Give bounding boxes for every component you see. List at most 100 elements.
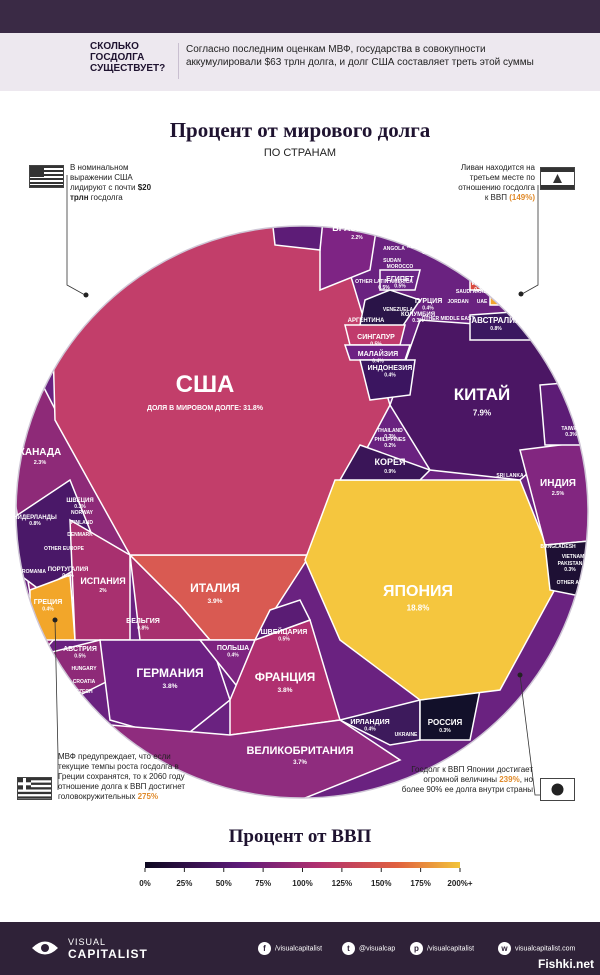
label-usa: США: [176, 371, 235, 398]
share-germany: 3.8%: [162, 683, 177, 690]
label-singapore: СИНГАПУР: [357, 334, 395, 341]
header-question: СКОЛЬКО ГОСДОЛГА СУЩЕСТВУЕТ?: [90, 41, 166, 74]
lebanon-note-line: [521, 185, 539, 295]
share-portugal: 0.4%: [62, 573, 74, 579]
label-korea: КОРЕЯ: [375, 457, 406, 467]
label-nigeria: NIGERIA: [382, 211, 403, 217]
label-pakistan: PAKISTAN: [558, 561, 583, 567]
share-greece: 0.4%: [42, 606, 54, 612]
label-venezuela: VENEZUELA: [383, 307, 414, 313]
label-romania: ROMANIA: [22, 569, 46, 575]
header-divider: [178, 43, 179, 79]
label-puerto-rico: PUERTO RICO: [239, 202, 274, 208]
label-morocco: MOROCCO: [387, 264, 414, 270]
label-portugal: ПОРТУГАЛИЯ: [48, 567, 89, 573]
label-egypt: ЕГИПЕТ: [386, 276, 414, 283]
share-france: 3.8%: [277, 687, 292, 694]
label-malaysia: МАЛАЙЗИЯ: [358, 349, 398, 358]
label-philippines: PHILIPPINES: [374, 437, 406, 443]
label-caribbean: CARIBBEAN: [241, 220, 271, 226]
label-poland: ПОЛЬША: [217, 645, 249, 652]
share-japan: 18.8%: [407, 603, 430, 612]
share-israel: 0.3%: [452, 260, 464, 266]
legend-tick-label: 50%: [216, 879, 232, 888]
share-australia: 0.8%: [490, 326, 502, 332]
usa-note-line: [66, 175, 86, 296]
label-hungary: HUNGARY: [71, 666, 97, 672]
label-greece: ГРЕЦИЯ: [34, 599, 62, 606]
label-italy: ИТАЛИЯ: [190, 581, 240, 595]
share-uk: 3.7%: [293, 760, 307, 766]
cell-mexico: [269, 226, 326, 251]
label-germany: ГЕРМАНИЯ: [136, 666, 203, 680]
label-ireland: ИРЛАНДИЯ: [350, 719, 389, 726]
label-switzerland: ШВЕЙЦАРИЯ: [261, 627, 308, 636]
label-china: КИТАЙ: [454, 385, 510, 404]
greece-note-line: [54, 619, 59, 790]
website-link[interactable]: w visualcapitalist.com: [498, 942, 575, 955]
legend-title: Процент от ВВП: [228, 826, 372, 847]
header-description: Согласно последним оценкам МВФ, государс…: [186, 44, 534, 68]
share-indonesia: 0.4%: [384, 372, 396, 378]
share-switzerland: 0.5%: [278, 636, 290, 642]
share-belgium: 0.8%: [137, 625, 149, 631]
facebook-link[interactable]: f/visualcapitalist: [258, 942, 322, 955]
label-qatar: QATAR: [505, 299, 522, 305]
label-colombia: КОЛУМБИЯ: [401, 312, 435, 318]
label-vietnam: VIETNAM: [562, 554, 585, 560]
cell-switzerland: [253, 599, 312, 642]
legend-tick-label: 125%: [332, 879, 352, 888]
share-italy: 3.9%: [207, 598, 222, 605]
share-taiwan: 0.3%: [565, 432, 577, 438]
share-spain: 2%: [99, 588, 107, 594]
share-colombia: 0.3%: [412, 318, 424, 324]
cell-australia: [469, 309, 546, 341]
share-pakistan: 0.3%: [564, 567, 576, 573]
legend-tick-label: 100%: [292, 879, 312, 888]
lebanon-flag-icon: [540, 167, 575, 190]
twitter-link[interactable]: t @visualcap: [342, 942, 395, 955]
label-sweden: ШВЕЦИЯ: [66, 498, 93, 504]
share-thailand: 0.3%: [384, 434, 396, 440]
share-netherlands: 0.8%: [29, 521, 41, 527]
share-ireland: 0.4%: [364, 726, 376, 732]
legend-tick-label: 25%: [176, 879, 192, 888]
label-turkey: ТУРЦИЯ: [414, 298, 442, 305]
greece-flag-icon: [17, 777, 52, 800]
share-china: 7.9%: [473, 408, 491, 417]
label-czech: CZECH: [75, 689, 93, 695]
label-other-middle-east: OTHER MIDDLE EAST: [422, 316, 475, 322]
label-india: ИНДИЯ: [540, 478, 576, 489]
label-denmark: DENMARK: [67, 532, 93, 538]
brand-name: VISUAL CAPITALIST: [68, 937, 148, 961]
globe-icon: w: [498, 942, 511, 955]
share-iraq: 0.3%: [477, 273, 489, 279]
share-poland: 0.4%: [227, 652, 239, 658]
legend-gradient-bar: [145, 862, 460, 868]
pinterest-link[interactable]: p/visualcapitalist: [410, 942, 474, 955]
legend-tick-label: 0%: [139, 879, 151, 888]
twitter-icon: t: [342, 942, 355, 955]
cell-egypt: [379, 269, 421, 291]
share-russia: 0.3%: [439, 728, 451, 734]
legend-tick-label: 200%+: [447, 879, 472, 888]
label-angola: ANGOLA: [383, 246, 405, 252]
usa-note: В номинальном выражении США лидируют с п…: [70, 163, 152, 202]
label-spain: ИСПАНИЯ: [80, 576, 125, 586]
footer: VISUAL CAPITALIST f/visualcapitalist t @vi…: [0, 922, 600, 975]
pinterest-icon: p: [410, 942, 423, 955]
label-south-africa: SOUTH AFRICA: [387, 224, 425, 230]
share-rest-of-africa: 0.2%: [422, 250, 434, 256]
cell-indonesia: [359, 359, 416, 401]
chart-title: Процент от мирового долга: [169, 118, 431, 142]
share-other-latin-america: 0.5%: [378, 285, 390, 291]
label-uae: UAE: [477, 299, 488, 305]
share-philippines: 0.2%: [384, 443, 396, 449]
share-malaysia: 0.4%: [372, 358, 384, 364]
label-taiwan: TAIWAN: [561, 426, 581, 432]
label-bangladesh: BANGLADESH: [540, 544, 576, 550]
label-other-asia: OTHER ASIA: [557, 580, 588, 586]
cell-turkey: [359, 289, 422, 331]
label-iraq: ИРАК: [475, 267, 491, 273]
